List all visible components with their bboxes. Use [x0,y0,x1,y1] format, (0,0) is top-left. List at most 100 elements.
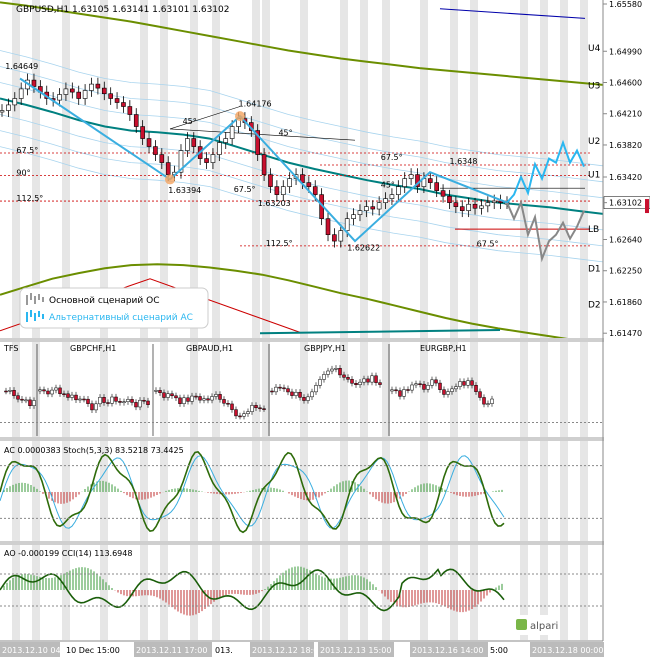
panel-separator-1 [0,437,650,441]
angle-label: 90° [16,168,30,177]
candle [153,146,158,155]
price-annotation: 1.62622 [347,244,380,253]
tfs-candle [222,399,226,404]
candle [364,206,369,211]
candle [466,203,471,211]
tfs-candle [106,402,110,404]
candle [95,83,101,89]
tfs-candle [482,397,486,405]
tfs-candle [54,387,58,391]
tfs-candle [186,397,190,402]
candle [485,202,491,207]
tfs-candle [354,383,358,386]
fib-line-c [169,106,241,130]
tfs-candle [24,399,28,402]
tfs-candle [302,397,306,401]
tfs-candle [258,407,262,410]
tfs-candle [58,387,62,395]
tfs-candle [66,393,70,398]
tfs-candle [262,408,266,410]
tfs-candle [12,390,16,396]
tfs-candle [322,374,326,380]
candle [114,98,120,103]
tfs-candle [42,389,46,392]
annotations: U4 U3 U2 U1 LB D1 D2 1.64649 1.64176 1.63394 1.632… [5,44,600,310]
symbol-header: GBPUSD,H1 1.63105 1.63141 1.63101 1.6310… [16,5,229,15]
tfs-candle [4,390,8,393]
legend-main-scenario: Основной сценарий ОС [49,296,159,306]
candle [63,88,69,95]
candle [332,234,337,242]
time-label-2: 10 Dec 15:00 [66,646,120,655]
pair-label-gbpjpy: GBPJPY,H1 [304,344,346,353]
tfs-candle [142,399,146,402]
channel-outer-top [0,1,603,86]
tfs-candle [20,398,24,401]
price-axis-bg [604,0,650,641]
tfs-candle [254,405,258,409]
price-tick-label: 1.63820 [609,141,642,150]
tfs-candle [422,383,426,390]
tfs-candle [98,397,102,405]
tfs-candle [238,415,242,418]
tfs-candle [16,395,20,400]
angle-label: 45° [278,128,292,137]
tfs-candle [390,389,394,392]
session-band-12 [360,0,368,640]
candle [453,202,459,207]
tfs-candle [190,395,194,402]
tfs-candle [466,380,470,386]
price-tick-label: 1.61470 [609,329,642,338]
candle [70,88,75,93]
candle [185,138,190,151]
candle [217,142,222,155]
ao-cci-header: AO -0.000199 CCI(14) 113.6948 [4,549,132,558]
candle [325,218,331,235]
tfs-candle [94,403,98,411]
channel-thin-4 [0,50,603,167]
time-label-3: 2013.12.11 17:00 [136,646,207,655]
candle [101,87,107,95]
candle [127,106,133,115]
tfs-candle [214,394,218,397]
legend-icon-main [26,293,44,305]
tfs-candle [102,397,106,403]
cci-line [0,568,505,612]
candle [140,126,145,139]
channel-thin-5 [0,146,603,263]
candle [268,174,273,187]
tfs-candle [70,394,74,398]
tfs-candle [326,370,330,375]
teal-bottom-line [259,328,501,335]
candle [459,206,465,211]
tfs-candle [470,380,474,386]
price-axis: 1.65580 1.64990 1.64600 1.64210 1.63820 1.634… [602,0,650,641]
time-label-5: 2013.12.12 18:00 [252,646,323,655]
time-label-4: 013. [215,646,233,655]
candle [0,110,5,113]
candle [133,114,139,127]
tfs-candle [110,396,114,404]
tfs-candle [282,387,286,390]
time-label-1: 2013.12.10 04:00 [2,646,73,655]
candle [287,178,292,187]
angle-label: 45° [183,117,197,126]
price-annotation: 1.6348 [449,157,477,166]
candle [434,182,439,191]
tfs-candle [38,389,42,392]
zigzag-line [19,77,508,243]
ao-cci-panel [0,566,603,616]
fib-line-b [169,128,356,141]
candle [338,230,344,242]
pair-label-gbpchf: GBPCHF,H1 [70,344,116,353]
tfs-candle [146,400,150,405]
candle [344,218,350,231]
channel-mid [0,97,603,215]
price-tick-label: 1.64600 [609,78,642,87]
channel-thin-3 [0,66,603,183]
price-annotation: 1.64649 [5,62,38,71]
tfs-candle [346,377,350,380]
panel-separator-0 [0,338,650,342]
price-tick-label: 1.65580 [609,0,642,9]
candle [223,138,229,143]
